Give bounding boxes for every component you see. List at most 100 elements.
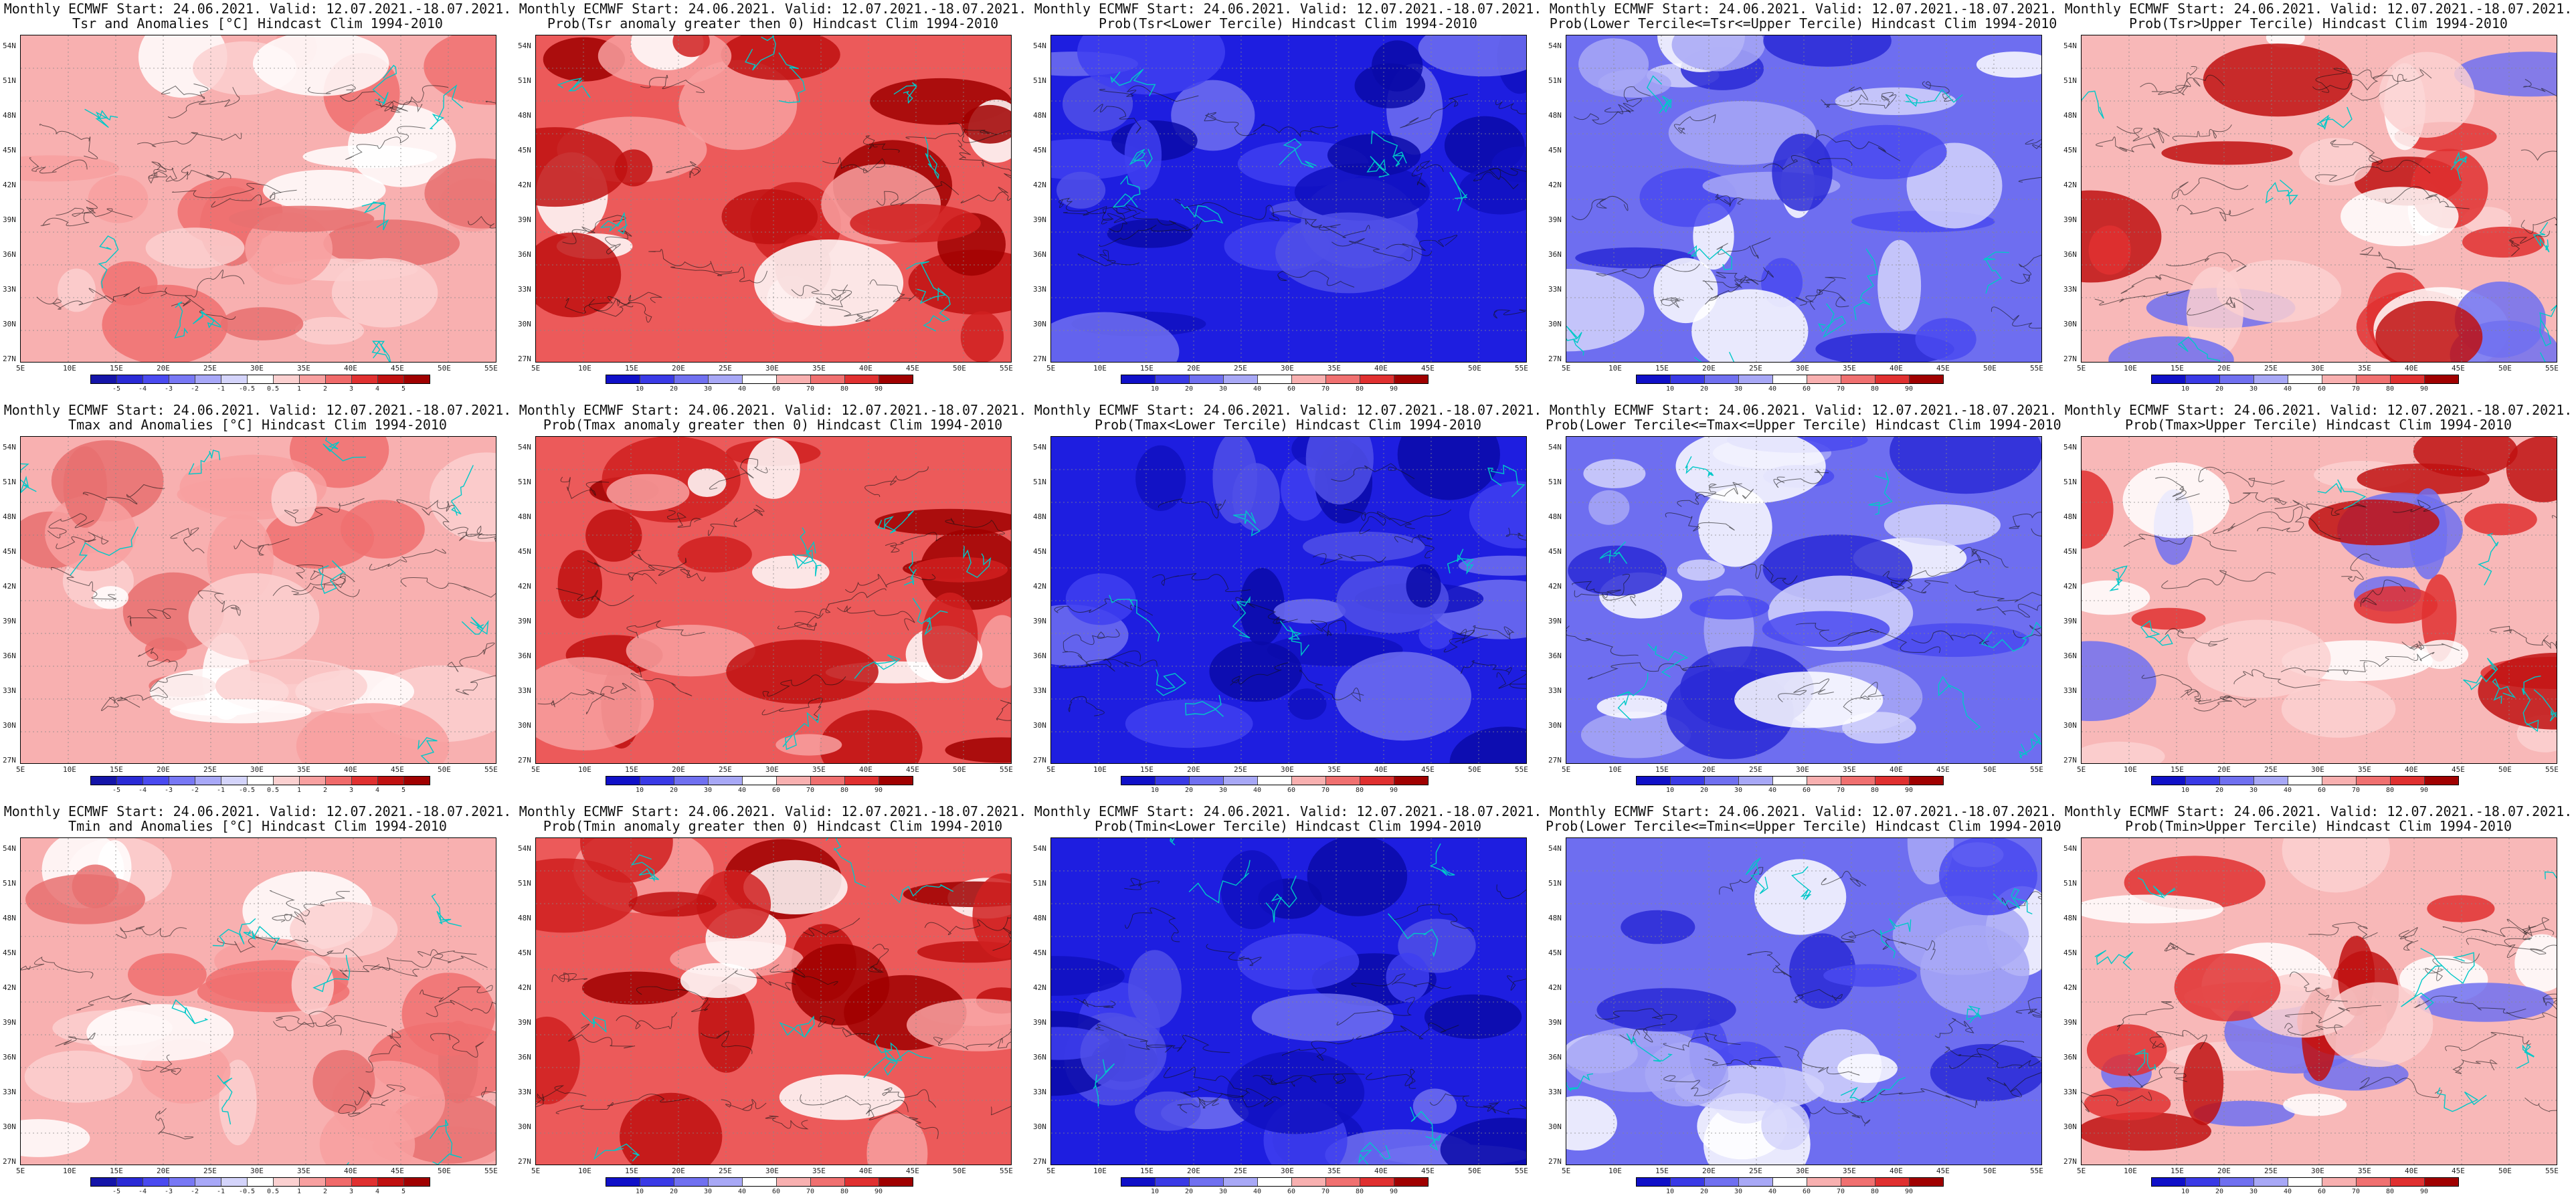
lat-label: 48N — [3, 512, 16, 521]
lat-label: 39N — [3, 617, 16, 625]
coastline — [826, 838, 866, 888]
colorbar-segment — [2322, 375, 2357, 383]
coastline — [1566, 1073, 1594, 1092]
coastline — [1879, 918, 1912, 959]
lat-label: 45N — [1033, 547, 1046, 556]
contour-line — [1164, 1066, 1250, 1094]
contour-line — [369, 548, 446, 571]
field-shade — [557, 550, 602, 619]
contour-line — [481, 1086, 496, 1098]
contour-line — [822, 157, 885, 173]
lat-label: 51N — [518, 76, 531, 85]
field-shade — [220, 307, 304, 340]
contour-line — [2031, 528, 2041, 536]
colorbar-segment — [404, 777, 430, 785]
colorbar — [90, 776, 430, 785]
forecast-panel: Monthly ECMWF Start: 24.06.2021. Valid: … — [1546, 803, 2061, 1204]
lat-label: 45N — [1548, 547, 1562, 556]
coastline — [1981, 621, 2041, 652]
field-shade — [2357, 464, 2490, 495]
colorbar-tick-label: 20 — [1184, 385, 1194, 393]
lon-label: 45E — [2452, 364, 2465, 373]
colorbar-segment — [143, 1178, 169, 1186]
contour-line — [1128, 1035, 1230, 1054]
colorbar-segment — [117, 1178, 143, 1186]
lat-label: 48N — [1548, 111, 1562, 120]
lon-label: 50E — [953, 364, 966, 373]
lon-label: 15E — [2171, 765, 2184, 774]
colorbar-tick-label: 20 — [2215, 787, 2224, 794]
field-shade — [606, 474, 690, 512]
contour-line — [2274, 500, 2367, 516]
colorbar-tick-label: 10 — [2181, 787, 2190, 794]
colorbar-segment — [845, 777, 879, 785]
colorbar — [606, 375, 913, 384]
coastline — [312, 955, 351, 993]
lon-label: 30E — [2311, 1167, 2324, 1175]
colorbar-segment — [1705, 375, 1739, 383]
field-shade — [1772, 133, 1833, 211]
contour-line — [186, 170, 232, 180]
contour-line — [1596, 264, 1700, 279]
colorbar-tick-label: -2 — [190, 787, 199, 794]
lat-label: 33N — [518, 686, 531, 695]
contour-line — [2289, 971, 2348, 1002]
panel-title-line1: Monthly ECMWF Start: 24.06.2021. Valid: … — [519, 402, 1027, 418]
contour-line — [556, 588, 634, 607]
field-shade — [2161, 141, 2293, 165]
contour-line — [1496, 884, 1526, 899]
field-shade — [424, 158, 496, 229]
contour-line — [1795, 623, 1879, 641]
coastline — [2082, 90, 2104, 119]
field-shade — [972, 873, 1011, 959]
colorbar-segment — [274, 777, 300, 785]
contour-line — [272, 575, 360, 597]
colorbar-segment — [743, 777, 777, 785]
lat-label: 42N — [3, 582, 16, 591]
lon-label: 35E — [297, 765, 310, 774]
field-shade — [2417, 983, 2554, 1022]
lon-label: 30E — [2311, 364, 2324, 373]
coastline — [217, 1075, 233, 1125]
contour-line — [2015, 997, 2041, 1014]
contour-line — [593, 302, 652, 323]
field-shade — [672, 35, 710, 58]
map-plot — [1050, 436, 1527, 764]
contour-line — [151, 161, 191, 182]
contour-line — [2312, 75, 2407, 91]
coastline — [418, 736, 438, 763]
lon-label: 15E — [1140, 765, 1154, 774]
contour-line — [339, 965, 420, 978]
contour-line — [1882, 559, 1990, 582]
field-shade — [1675, 437, 1826, 504]
field-shade — [1469, 481, 1526, 548]
colorbar-segment — [2391, 1178, 2425, 1186]
coastline — [1232, 596, 1251, 639]
contour-line — [631, 550, 687, 576]
colorbar-tick-label: 10 — [1665, 787, 1675, 794]
lon-label: 35E — [1843, 1167, 1856, 1175]
field-shade — [1125, 699, 1253, 748]
field-shade — [1056, 171, 1106, 209]
lon-label: 50E — [438, 364, 451, 373]
lon-label: 15E — [1655, 1167, 1669, 1175]
lat-label: 36N — [2063, 1053, 2077, 1062]
lat-label: 39N — [1548, 1018, 1562, 1027]
coastline — [630, 854, 660, 882]
coastline — [243, 926, 280, 950]
lat-label: 27N — [1033, 756, 1046, 765]
field-shade — [86, 1004, 234, 1062]
contour-line — [1093, 104, 1141, 134]
colorbar-segment — [1807, 1178, 1841, 1186]
colorbar-segment — [1910, 777, 1943, 785]
lat-label: 51N — [1033, 76, 1046, 85]
lat-label: 48N — [1548, 914, 1562, 922]
field-shade — [2375, 300, 2483, 362]
lon-label: 50E — [2498, 1167, 2512, 1175]
field-shade — [128, 953, 207, 997]
contour-line — [1059, 650, 1141, 672]
coastline — [429, 1119, 462, 1165]
contour-line — [1773, 469, 1829, 488]
lat-label: 39N — [518, 617, 531, 625]
contour-line — [2506, 917, 2555, 937]
